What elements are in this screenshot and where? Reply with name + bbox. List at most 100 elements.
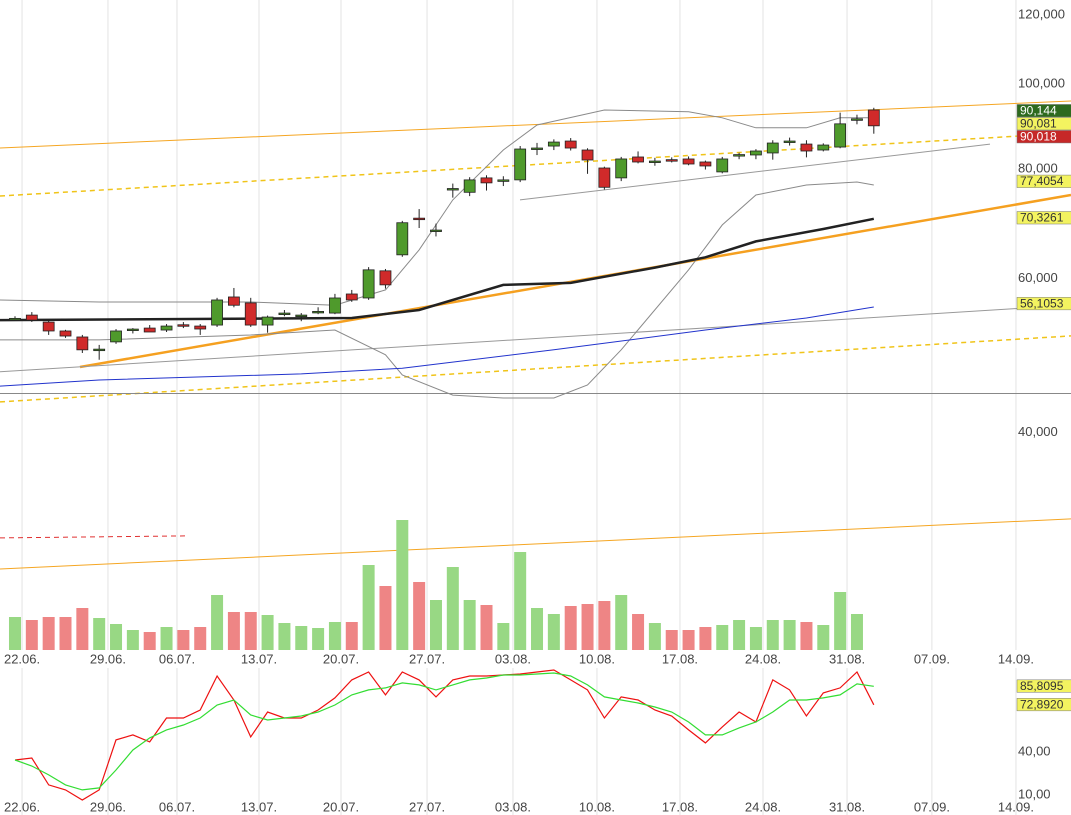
indicator-line	[0, 109, 874, 306]
candle-body	[733, 154, 745, 157]
x-tick-label: 31.08.	[829, 651, 865, 666]
candle-body	[547, 141, 560, 147]
volume-bar	[244, 612, 257, 650]
candle-body	[615, 158, 628, 179]
candle-body	[834, 123, 847, 148]
volume-bar	[194, 627, 207, 650]
candle-body	[817, 144, 830, 151]
x-tick-label: 22.06.	[4, 799, 40, 814]
trendline	[0, 100, 1071, 149]
candle-body	[783, 140, 796, 143]
candle-body	[9, 317, 21, 321]
candle-body	[194, 325, 207, 330]
candle-body	[699, 161, 712, 167]
volume-bar	[93, 618, 106, 650]
price-label: 85,8095	[1020, 679, 1064, 693]
volume-bar	[177, 630, 190, 650]
volume-bar	[850, 614, 863, 650]
candle-body	[379, 270, 392, 286]
volume-bar	[733, 620, 746, 650]
series-line	[14, 669, 875, 801]
y-tick-label: 40,00	[1018, 743, 1051, 758]
volume-bar	[497, 623, 510, 650]
volume-bar	[362, 565, 375, 650]
volume-bar	[531, 608, 544, 650]
price-label-box	[1016, 117, 1071, 131]
candle-body	[295, 314, 308, 317]
candle-body	[867, 109, 880, 127]
candle-body	[228, 296, 240, 306]
volume-bar	[598, 601, 611, 650]
candle-body	[581, 149, 594, 161]
volume-bar	[766, 620, 779, 650]
volume-bar	[261, 615, 274, 650]
x-tick-label: 03.08.	[495, 799, 531, 814]
candle-body	[665, 159, 678, 162]
trendline	[0, 535, 186, 539]
volume-bar	[59, 617, 72, 650]
candle-body	[177, 324, 190, 327]
volume-bar	[632, 614, 645, 650]
x-tick-label: 10.08.	[579, 651, 615, 666]
candle-body	[211, 299, 223, 326]
volume-bar	[413, 582, 426, 650]
price-label: 90,081	[1020, 117, 1057, 131]
price-label: 90,018	[1020, 130, 1057, 144]
price-label-box	[1016, 297, 1071, 311]
volume-bar	[126, 630, 139, 650]
trendline	[519, 143, 991, 201]
y-tick-label: 120,000	[1018, 6, 1065, 21]
candle-body	[59, 330, 72, 337]
volume-bar	[648, 623, 661, 650]
y-tick-label: 100,000	[1018, 76, 1065, 91]
volume-bar	[211, 595, 224, 650]
candle-body	[463, 179, 476, 193]
y-tick-label: 10,00	[1018, 786, 1051, 801]
x-tick-label: 29.06.	[90, 651, 126, 666]
candle-body	[497, 179, 510, 182]
x-tick-label: 07.09.	[914, 799, 950, 814]
price-label: 90,144	[1020, 104, 1057, 118]
price-label-box	[1016, 679, 1071, 693]
volume-bar	[25, 620, 38, 650]
candle-body	[345, 293, 358, 301]
volume-bar	[312, 628, 325, 650]
volume-bar	[446, 567, 459, 650]
candle-body	[446, 188, 459, 191]
series-line	[14, 672, 874, 791]
volume-bar	[682, 630, 695, 650]
x-tick-label: 27.07.	[409, 651, 445, 666]
candle-body	[682, 158, 695, 165]
volume-bar	[8, 617, 21, 650]
lines-layer	[0, 109, 875, 801]
volume-layer	[8, 520, 863, 650]
candle-body	[93, 348, 106, 352]
volume-bar	[480, 605, 493, 650]
candle-body	[564, 140, 577, 149]
candle-body	[413, 217, 426, 221]
candle-body	[278, 312, 291, 315]
x-tick-label: 03.08.	[495, 651, 531, 666]
volume-bar	[463, 600, 476, 650]
volume-bar	[328, 622, 341, 650]
volume-bar	[396, 520, 409, 650]
indicator-line	[0, 181, 874, 399]
candle-body	[25, 314, 38, 321]
candle-body	[514, 148, 527, 181]
x-tick-label: 10.08.	[579, 799, 615, 814]
price-label: 72,8920	[1020, 698, 1064, 712]
trendline	[0, 335, 1071, 403]
candle-body	[329, 297, 341, 314]
candle-body	[430, 229, 442, 232]
volume-bar	[749, 627, 762, 650]
volume-bar	[160, 627, 173, 650]
candle-body	[598, 167, 611, 188]
volume-bar	[834, 592, 847, 650]
candle-body	[244, 302, 257, 326]
x-tick-label: 14.09.	[998, 651, 1034, 666]
y-tick-label: 40,000	[1018, 424, 1058, 439]
volume-bar	[429, 600, 442, 650]
